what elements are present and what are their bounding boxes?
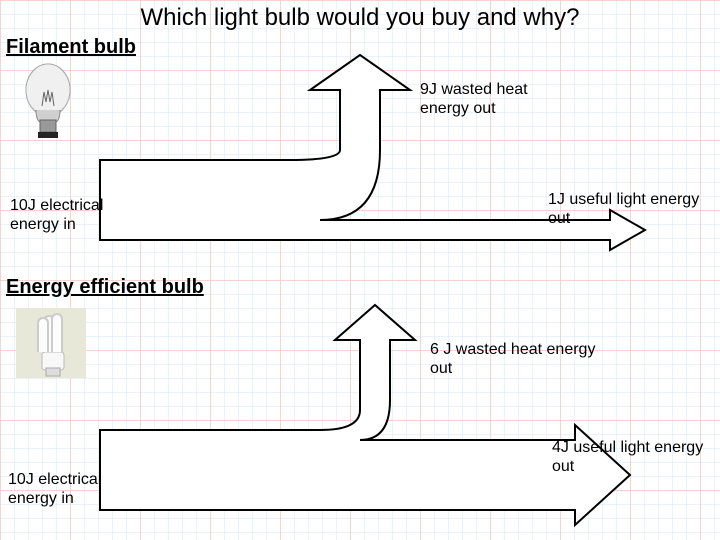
efficient-heading: Energy efficient bulb — [6, 276, 204, 299]
efficient-waste-label: 6 J wasted heat energy out — [430, 340, 600, 378]
filament-waste-label: 9J wasted heat energy out — [420, 80, 580, 118]
page-title: Which light bulb would you buy and why? — [0, 0, 720, 32]
efficient-input-label: 10J electrical energy in — [8, 470, 108, 508]
efficient-sankey-arrow — [90, 300, 650, 530]
efficient-bulb-icon — [16, 308, 86, 378]
filament-bulb-icon — [18, 62, 78, 142]
filament-input-label: 10J electrical energy in — [10, 196, 110, 234]
filament-useful-label: 1J useful light energy out — [548, 190, 708, 228]
efficient-useful-label: 4J useful light energy out — [552, 438, 712, 476]
